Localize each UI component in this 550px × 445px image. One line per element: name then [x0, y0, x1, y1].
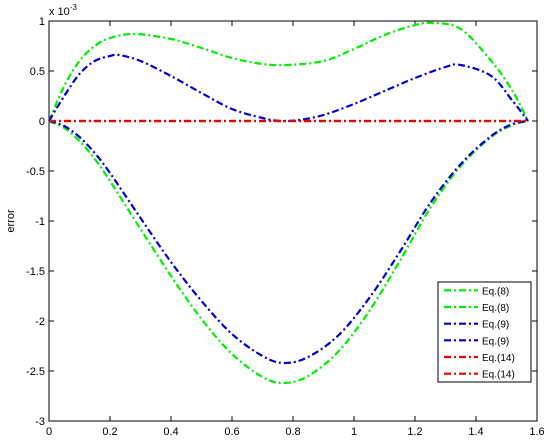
legend-label: Eq.(8): [482, 286, 509, 297]
legend-label: Eq.(9): [482, 320, 509, 331]
x-tick-label: 1: [351, 426, 357, 438]
x-tick-label: 0.2: [102, 426, 117, 438]
legend: Eq.(8) Eq.(8) Eq.(9) Eq.(9) Eq.(14) Eq.(14): [437, 281, 532, 383]
series-line-1: [47, 21, 530, 122]
legend-box: [437, 281, 532, 383]
y-tick-label: -1: [35, 216, 45, 228]
series-line-4: [48, 119, 529, 365]
y-tick-label: -3: [35, 416, 45, 428]
x-tick-label: 0.8: [285, 426, 300, 438]
y-tick-label: 0: [39, 116, 45, 128]
plot-area: 0 0.2 0.4 0.6 0.8 1 1.2 1.4 1.6 -3 -2.5 -2 -1.5 -1 -0.…: [26, 16, 545, 438]
y-tick-label: 1: [39, 16, 45, 28]
y-tick-label: -1.5: [26, 266, 45, 278]
y-axis-exponent-power: -3: [70, 3, 78, 12]
x-tick-label: 1.4: [468, 426, 483, 438]
y-tick-label: -0.5: [26, 166, 45, 178]
y-axis-exponent: x 10-3: [49, 3, 77, 18]
x-tick-label: 0: [46, 426, 52, 438]
x-tick-label: 1.2: [407, 426, 422, 438]
legend-label: Eq.(14): [482, 370, 515, 381]
x-tick-label: 0.6: [224, 426, 239, 438]
y-tick-label: -2.5: [26, 366, 45, 378]
y-axis-label: error: [5, 209, 17, 233]
series-line-2: [48, 119, 529, 385]
x-tick-label: 1.6: [529, 426, 544, 438]
legend-label: Eq.(9): [482, 336, 509, 347]
legend-label: Eq.(8): [482, 303, 509, 314]
x-tick-label: 0.4: [163, 426, 178, 438]
y-axis-exponent-base: x 10: [49, 6, 70, 18]
series-line-3: [48, 53, 529, 123]
legend-label: Eq.(14): [482, 353, 515, 364]
y-tick-label: -2: [35, 316, 45, 328]
y-tick-label: 0.5: [30, 66, 45, 78]
